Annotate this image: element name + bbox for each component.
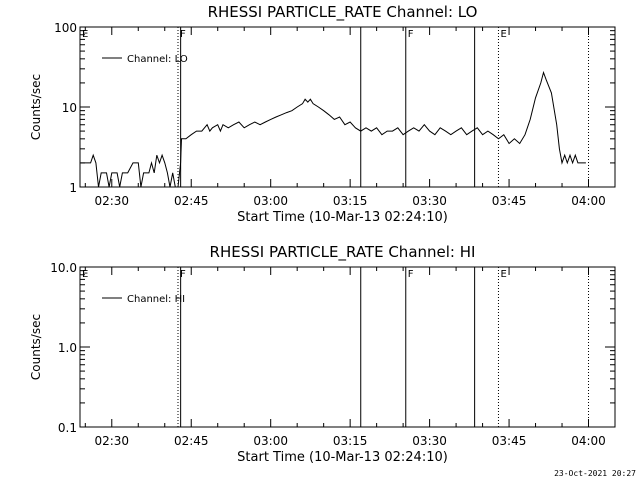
y-tick-label: 1.0 — [58, 341, 77, 355]
timestamp: 23-Oct-2021 20:27 — [554, 469, 636, 478]
legend-entry: Channel: LO — [127, 54, 188, 65]
x-tick-label: 03:00 — [253, 194, 288, 208]
x-tick-label: 03:30 — [412, 434, 447, 448]
y-axis-label: Counts/sec — [29, 74, 43, 140]
y-tick-label: 10 — [62, 101, 77, 115]
y-tick-label: 100 — [54, 21, 77, 35]
edge-marker-label: E — [82, 269, 88, 280]
series-line — [80, 70, 586, 188]
x-tick-label: 02:30 — [94, 434, 129, 448]
time-marker-label: E — [500, 269, 506, 280]
x-axis-label: Start Time (10-Mar-13 02:24:10) — [237, 210, 448, 225]
time-marker-label: F — [408, 29, 414, 40]
x-axis-label: Start Time (10-Mar-13 02:24:10) — [237, 450, 448, 465]
time-marker-label: F — [408, 269, 414, 280]
x-tick-label: 02:45 — [174, 194, 209, 208]
x-tick-label: 02:45 — [174, 434, 209, 448]
x-tick-label: 03:30 — [412, 194, 447, 208]
time-marker-label: E — [500, 29, 506, 40]
chart-title: RHESSI PARTICLE_RATE Channel: HI — [210, 243, 476, 262]
x-tick-label: 03:15 — [333, 434, 368, 448]
plot-frame — [79, 266, 616, 428]
time-marker-label: F — [180, 29, 186, 40]
x-tick-label: 03:45 — [492, 194, 527, 208]
y-tick-label: 10.0 — [50, 261, 77, 275]
x-tick-label: 02:30 — [94, 194, 129, 208]
chart-title: RHESSI PARTICLE_RATE Channel: LO — [208, 3, 478, 22]
y-tick-label: 0.1 — [58, 421, 77, 435]
x-tick-label: 04:00 — [571, 194, 606, 208]
plot-frame — [79, 26, 616, 188]
y-tick-label: 1 — [69, 181, 77, 195]
x-tick-label: 03:00 — [253, 434, 288, 448]
edge-marker-label: E — [82, 29, 88, 40]
legend-entry: Channel: HI — [127, 294, 185, 305]
x-tick-label: 03:45 — [492, 434, 527, 448]
x-tick-label: 03:15 — [333, 194, 368, 208]
time-marker-label: F — [180, 269, 186, 280]
x-tick-label: 04:00 — [571, 434, 606, 448]
y-axis-label: Counts/sec — [29, 314, 43, 380]
